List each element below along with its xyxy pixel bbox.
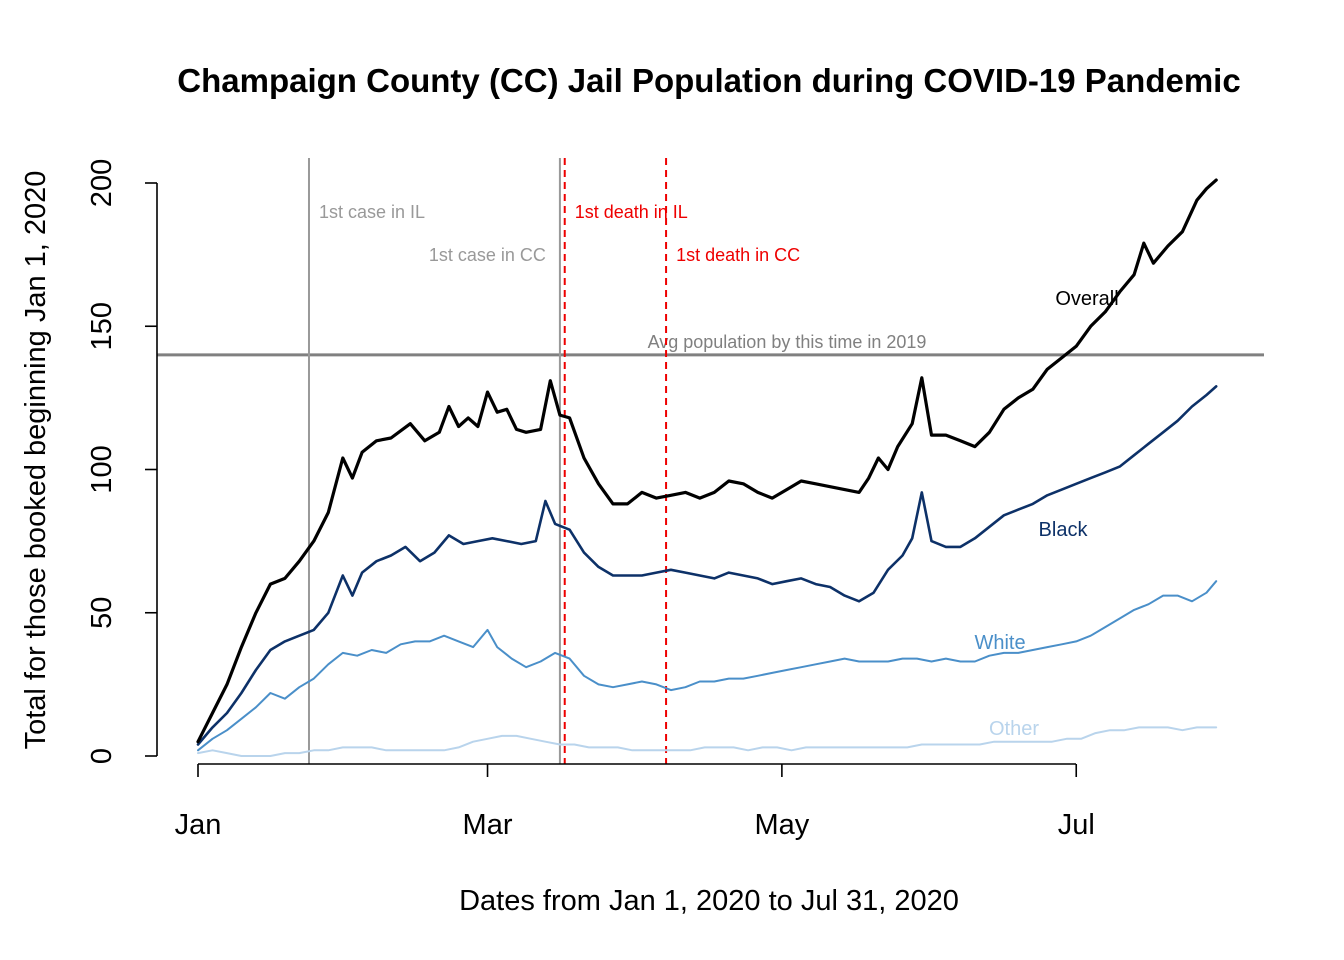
series-label-other: Other — [989, 718, 1039, 740]
chart-title: Champaign County (CC) Jail Population du… — [177, 62, 1240, 99]
y-tick-label: 150 — [86, 302, 118, 350]
x-tick-label: May — [754, 809, 809, 841]
x-tick-label: Jul — [1058, 809, 1095, 841]
axes: Jan Mar May Jul 0 50 100 150 200 — [86, 159, 1095, 841]
event-label-1st-case-in-cc: 1st case in CC — [429, 245, 546, 265]
series-label-white: White — [974, 632, 1025, 654]
series-line-other — [197, 726, 1218, 757]
y-tick-label: 200 — [86, 159, 118, 207]
series-label-overall: Overall — [1055, 288, 1118, 310]
y-tick-label: 50 — [86, 597, 118, 629]
series-line-black — [196, 385, 1218, 746]
x-tick-label: Jan — [175, 809, 222, 841]
series-line-overall — [196, 178, 1218, 744]
y-tick-label: 100 — [86, 445, 118, 493]
reference-line-label: Avg population by this time in 2019 — [648, 332, 927, 352]
x-axis-label: Dates from Jan 1, 2020 to Jul 31, 2020 — [459, 885, 959, 917]
y-ticks: 0 50 100 150 200 — [86, 159, 157, 764]
event-label-1st-death-in-il: 1st death in IL — [575, 202, 688, 222]
series-label-black: Black — [1039, 519, 1089, 541]
series-group: Other White Black Overall — [196, 178, 1218, 757]
series-line-white — [197, 580, 1218, 752]
x-tick-label: Mar — [463, 809, 513, 841]
event-label-1st-case-in-il: 1st case in IL — [319, 202, 425, 222]
y-axis-label: Total for those booked beginning Jan 1, … — [20, 171, 52, 750]
x-ticks: Jan Mar May Jul — [175, 764, 1095, 841]
reference-line-group: Avg population by this time in 2019 — [157, 332, 1264, 357]
event-label-1st-death-in-cc: 1st death in CC — [676, 245, 800, 265]
y-tick-label: 0 — [86, 748, 118, 764]
event-lines-group: 1st case in IL 1st case in CC 1st death in… — [307, 158, 800, 764]
